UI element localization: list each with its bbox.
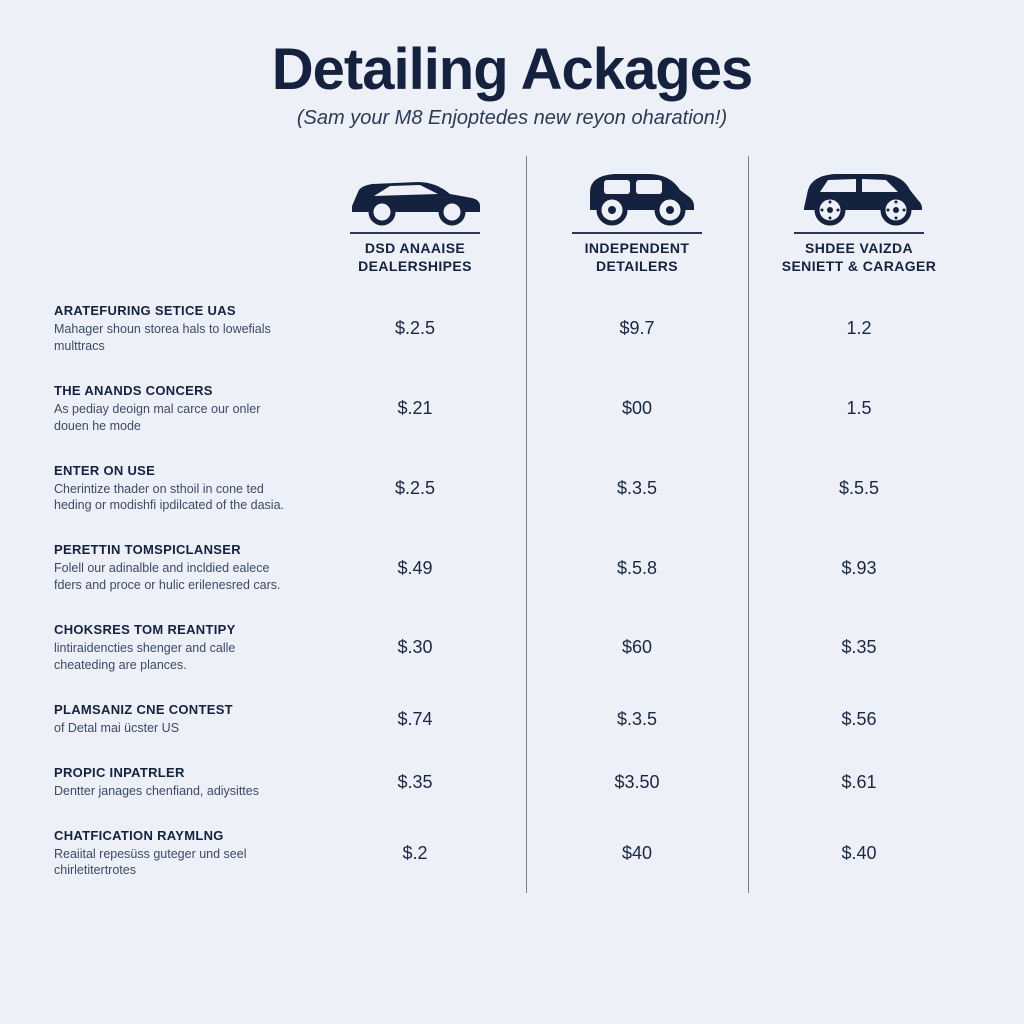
row-desc: Cherintize thader on sthoil in cone ted …: [54, 481, 284, 515]
row-desc: Dentter janages chenfiand, adiysittes: [54, 783, 284, 800]
header-spacer: [54, 156, 304, 289]
price-cell: $.40: [748, 814, 970, 894]
price-cell: $.49: [304, 528, 526, 608]
row-label: CHATFICATION RAYMLNG Reaiital repesüss g…: [54, 814, 304, 894]
page-title: Detailing Ackages: [54, 36, 970, 103]
row-desc: Mahager shoun storea hals to lowefials m…: [54, 321, 284, 355]
price-cell: $.3.5: [526, 688, 748, 751]
row-desc: Reaiital repesüss guteger und seel chirl…: [54, 846, 284, 880]
column-label: DSD ANAAISEDEALERSHIPES: [314, 240, 516, 275]
price-cell: 1.2: [748, 289, 970, 369]
row-title: CHATFICATION RAYMLNG: [54, 828, 294, 843]
hatchback-icon: [784, 162, 934, 226]
price-cell: $.2.5: [304, 449, 526, 529]
price-cell: $.35: [748, 608, 970, 688]
compact-car-icon: [562, 162, 712, 226]
row-label: PLAMSANIZ CNE CONTEST of Detal mai ücste…: [54, 688, 304, 751]
row-desc: lintiraidencties shenger and calle cheat…: [54, 640, 284, 674]
row-desc: of Detal mai ücster US: [54, 720, 284, 737]
price-cell: $3.50: [526, 751, 748, 814]
page-subtitle: (Sam your M8 Enjoptedes new reyon oharat…: [54, 107, 970, 130]
price-cell: $.30: [304, 608, 526, 688]
row-label: PERETTIN TOMSPICLANSER Folell our adinal…: [54, 528, 304, 608]
price-cell: $.56: [748, 688, 970, 751]
row-desc: As pediay deoign mal carce our onler dou…: [54, 401, 284, 435]
price-cell: $.74: [304, 688, 526, 751]
price-cell: $.2: [304, 814, 526, 894]
price-cell: $.5.5: [748, 449, 970, 529]
row-label: ARATEFURING SETICE UAS Mahager shoun sto…: [54, 289, 304, 369]
sedan-icon: [340, 162, 490, 226]
row-label: CHOKSRES TOM REANTIPY lintiraidencties s…: [54, 608, 304, 688]
column-divider: [526, 156, 527, 893]
row-label: PROPIC INPATRLER Dentter janages chenfia…: [54, 751, 304, 814]
row-title: ENTER ON USE: [54, 463, 294, 478]
column-underline: [572, 232, 702, 234]
price-cell: $.61: [748, 751, 970, 814]
price-cell: $.3.5: [526, 449, 748, 529]
row-title: CHOKSRES TOM REANTIPY: [54, 622, 294, 637]
price-cell: $60: [526, 608, 748, 688]
price-cell: $00: [526, 369, 748, 449]
row-title: PROPIC INPATRLER: [54, 765, 294, 780]
column-label: SHDEE VAIZDASENIETT & CARAGER: [758, 240, 960, 275]
column-header-dealerships: DSD ANAAISEDEALERSHIPES: [304, 156, 526, 289]
price-cell: $.5.8: [526, 528, 748, 608]
price-cell: $9.7: [526, 289, 748, 369]
column-underline: [794, 232, 924, 234]
column-underline: [350, 232, 480, 234]
column-header-garage: SHDEE VAIZDASENIETT & CARAGER: [748, 156, 970, 289]
price-cell: $.93: [748, 528, 970, 608]
price-cell: $.21: [304, 369, 526, 449]
row-title: THE ANANDS CONCERS: [54, 383, 294, 398]
price-cell: 1.5: [748, 369, 970, 449]
row-desc: Folell our adinalble and incldied ealece…: [54, 560, 284, 594]
comparison-table: DSD ANAAISEDEALERSHIPES INDEPENDENTDETAI…: [54, 156, 970, 893]
row-label: THE ANANDS CONCERS As pediay deoign mal …: [54, 369, 304, 449]
column-label: INDEPENDENTDETAILERS: [536, 240, 738, 275]
row-title: PERETTIN TOMSPICLANSER: [54, 542, 294, 557]
price-cell: $.2.5: [304, 289, 526, 369]
row-title: PLAMSANIZ CNE CONTEST: [54, 702, 294, 717]
column-divider: [748, 156, 749, 893]
column-header-independent: INDEPENDENTDETAILERS: [526, 156, 748, 289]
row-label: ENTER ON USE Cherintize thader on sthoil…: [54, 449, 304, 529]
price-cell: $.35: [304, 751, 526, 814]
row-title: ARATEFURING SETICE UAS: [54, 303, 294, 318]
price-cell: $40: [526, 814, 748, 894]
